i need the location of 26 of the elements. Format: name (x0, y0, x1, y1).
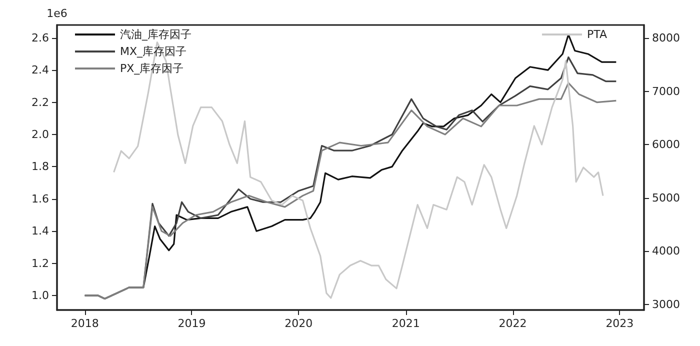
x-tick-label: 2022 (498, 317, 527, 330)
y-tick-label: 2.0 (32, 128, 49, 141)
y-tick-label: 1.8 (32, 160, 49, 174)
y-tick-label: 2.2 (32, 96, 49, 109)
y-tick-label: 1.6 (32, 192, 49, 206)
x-tick-label: 2019 (178, 317, 206, 330)
y2-tick-label: 7000 (652, 84, 680, 98)
y2-tick-label: 3000 (652, 298, 680, 311)
y-tick-label: 2.6 (32, 31, 49, 44)
y2-tick-label: 5000 (652, 191, 680, 204)
legend-label: PTA (586, 28, 608, 41)
legend-label: 汽油_库存因子 (120, 28, 192, 41)
y-axis-title: 1e6 (46, 7, 68, 20)
y-tick-label: 2.4 (32, 64, 49, 77)
x-tick-label: 2023 (606, 317, 634, 330)
y2-tick-label: 6000 (652, 138, 680, 152)
y-tick-label: 1.2 (32, 256, 49, 270)
y2-tick-label: 8000 (652, 32, 680, 45)
x-tick-label: 2020 (284, 317, 313, 330)
x-tick-label: 2021 (392, 317, 420, 330)
y-tick-label: 1.4 (32, 224, 49, 238)
legend-label: PX_库存因子 (120, 62, 184, 75)
y2-tick-label: 4000 (652, 244, 680, 258)
legend-label: MX_库存因子 (120, 45, 187, 58)
y-tick-label: 1.0 (32, 289, 49, 302)
x-tick-label: 2018 (70, 317, 99, 330)
